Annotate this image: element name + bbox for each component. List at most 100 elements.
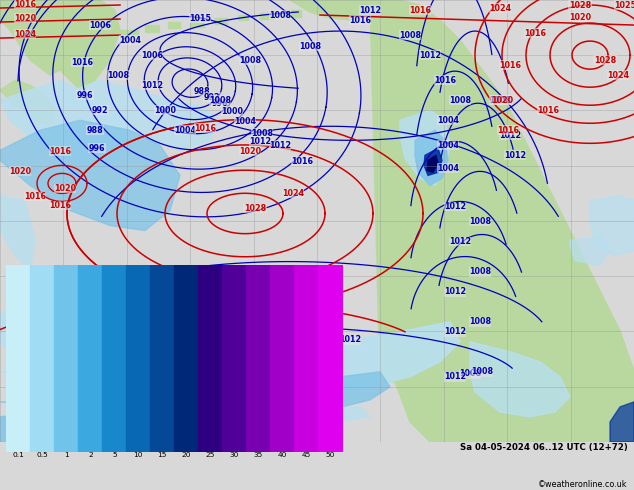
Text: 1008: 1008: [209, 96, 231, 105]
Text: 1006: 1006: [141, 50, 163, 60]
Text: 1: 1: [64, 452, 68, 458]
Text: 996: 996: [77, 91, 93, 99]
Text: 1008: 1008: [471, 368, 493, 376]
Text: 1008: 1008: [469, 267, 491, 276]
Text: 1012: 1012: [339, 335, 361, 344]
Text: 1024: 1024: [489, 3, 511, 13]
Text: 1012: 1012: [57, 329, 79, 338]
Text: 1016: 1016: [434, 75, 456, 85]
Polygon shape: [0, 412, 50, 442]
Text: 988: 988: [193, 87, 210, 96]
Text: 988: 988: [87, 126, 103, 135]
Text: 992: 992: [204, 93, 220, 102]
Text: 1008: 1008: [489, 96, 511, 105]
Text: 1016: 1016: [537, 106, 559, 115]
Text: 1028: 1028: [569, 0, 591, 9]
Polygon shape: [590, 196, 634, 256]
Text: 0.1: 0.1: [13, 452, 24, 458]
Text: 1008: 1008: [299, 42, 321, 50]
Text: Precipitation (6h) [mm] ECMWF: Precipitation (6h) [mm] ECMWF: [6, 443, 160, 452]
Text: 1028: 1028: [244, 204, 266, 213]
Polygon shape: [0, 80, 55, 125]
Text: 1004: 1004: [437, 164, 459, 173]
Text: 1016: 1016: [497, 126, 519, 135]
Text: 1020: 1020: [239, 147, 261, 156]
Polygon shape: [415, 130, 448, 185]
Polygon shape: [0, 196, 35, 270]
Text: 45: 45: [302, 452, 311, 458]
Text: 1008: 1008: [469, 317, 491, 326]
Text: 1008: 1008: [109, 369, 131, 378]
Text: 1028: 1028: [594, 56, 616, 65]
Text: 1024: 1024: [14, 29, 36, 39]
Text: 1008: 1008: [289, 377, 311, 386]
Text: 1020: 1020: [569, 13, 591, 22]
Polygon shape: [0, 407, 370, 430]
Polygon shape: [0, 120, 180, 230]
Polygon shape: [0, 372, 390, 418]
Text: 1008: 1008: [399, 30, 421, 40]
Text: 1004: 1004: [174, 126, 196, 135]
Text: 1000: 1000: [221, 107, 243, 116]
Text: 1020: 1020: [14, 14, 36, 23]
Text: 1012: 1012: [444, 287, 466, 296]
Polygon shape: [570, 236, 610, 266]
Text: 1020: 1020: [9, 167, 31, 176]
Text: 35: 35: [254, 452, 263, 458]
Text: 5: 5: [112, 452, 117, 458]
Text: 10: 10: [134, 452, 143, 458]
Text: 1012: 1012: [141, 81, 163, 90]
Polygon shape: [0, 322, 460, 397]
Text: 1008: 1008: [107, 71, 129, 80]
Text: 1012: 1012: [189, 329, 211, 338]
Text: 1016: 1016: [71, 58, 93, 67]
Polygon shape: [168, 22, 180, 28]
Polygon shape: [0, 312, 140, 387]
Polygon shape: [370, 0, 634, 442]
Text: 1024: 1024: [607, 71, 629, 80]
Text: 1004: 1004: [119, 36, 141, 45]
Text: 1012: 1012: [449, 237, 471, 246]
Polygon shape: [610, 402, 634, 442]
Text: 1015: 1015: [189, 14, 211, 23]
Text: 1016: 1016: [49, 201, 71, 210]
Text: 1008: 1008: [251, 129, 273, 138]
Text: 1012: 1012: [444, 327, 466, 336]
Text: 1004: 1004: [234, 117, 256, 126]
Text: 1016: 1016: [49, 147, 71, 156]
Text: ©weatheronline.co.uk: ©weatheronline.co.uk: [538, 480, 628, 489]
Polygon shape: [120, 30, 138, 38]
Text: 15: 15: [158, 452, 167, 458]
Polygon shape: [238, 15, 248, 20]
Text: 1024: 1024: [282, 189, 304, 198]
Text: 1016: 1016: [194, 124, 216, 133]
Text: 50: 50: [326, 452, 335, 458]
Polygon shape: [424, 148, 442, 175]
Text: 1016: 1016: [409, 5, 431, 15]
Text: 25: 25: [205, 452, 215, 458]
Polygon shape: [215, 18, 227, 24]
Text: 1016: 1016: [349, 16, 371, 24]
Text: 20: 20: [181, 452, 191, 458]
Text: 1012: 1012: [444, 202, 466, 211]
Polygon shape: [400, 110, 450, 185]
Text: 1016: 1016: [24, 192, 46, 201]
Text: 1008: 1008: [459, 369, 481, 378]
Text: 1012: 1012: [359, 5, 381, 15]
Text: 40: 40: [278, 452, 287, 458]
Polygon shape: [427, 155, 438, 172]
Polygon shape: [285, 10, 301, 17]
Text: 1008: 1008: [269, 10, 291, 20]
Text: 1012: 1012: [419, 50, 441, 60]
Text: 1012: 1012: [499, 131, 521, 140]
Text: 996: 996: [89, 144, 105, 153]
Polygon shape: [0, 80, 130, 171]
Polygon shape: [190, 20, 204, 27]
Polygon shape: [260, 13, 274, 19]
Text: 2: 2: [88, 452, 93, 458]
Text: 30: 30: [230, 452, 239, 458]
Text: 1020: 1020: [491, 96, 513, 105]
Text: 1008: 1008: [469, 217, 491, 226]
Text: 1025: 1025: [614, 0, 634, 9]
Text: 1012: 1012: [444, 372, 466, 381]
